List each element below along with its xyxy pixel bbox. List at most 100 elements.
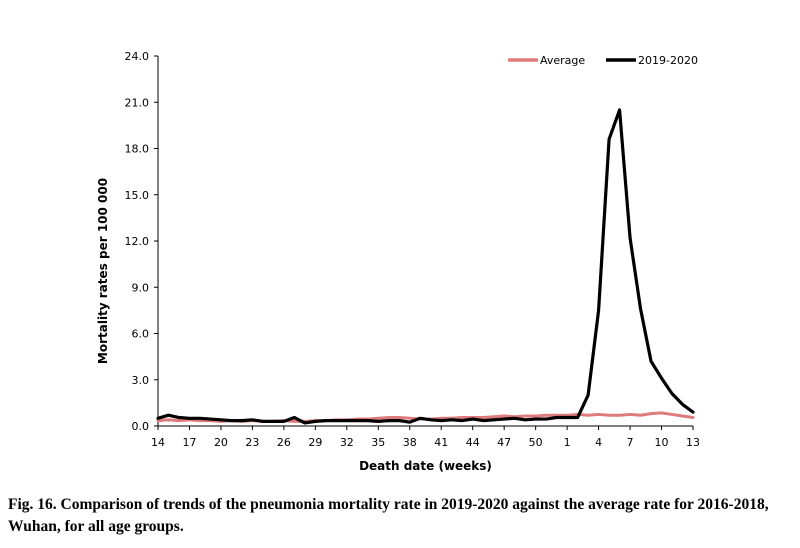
data-point-average — [502, 414, 506, 418]
data-point-average — [691, 416, 695, 419]
x-tick-label: 47 — [497, 436, 511, 449]
data-point-2019-2020 — [251, 418, 254, 422]
data-point-average — [177, 419, 181, 422]
data-point-2019-2020 — [198, 416, 202, 420]
data-point-2019-2020 — [618, 108, 621, 112]
data-point-2019-2020 — [555, 416, 558, 419]
data-point-average — [156, 419, 160, 422]
data-point-2019-2020 — [376, 420, 380, 423]
data-point-2019-2020 — [261, 420, 265, 423]
data-point-2019-2020 — [429, 418, 433, 422]
x-tick-label: 44 — [466, 436, 480, 449]
data-point-2019-2020 — [681, 403, 684, 406]
data-point-2019-2020 — [691, 410, 695, 414]
data-point-average — [481, 416, 485, 419]
data-point-average — [492, 415, 495, 419]
data-point-2019-2020 — [282, 420, 286, 423]
data-point-2019-2020 — [523, 418, 527, 422]
data-point-average — [198, 419, 202, 422]
y-tick-label: 18.0 — [125, 143, 150, 156]
data-point-2019-2020 — [639, 307, 642, 311]
x-tick-label: 17 — [182, 436, 196, 449]
legend-label-2019-2020: 2019-2020 — [638, 54, 698, 67]
y-tick-label: 9.0 — [132, 281, 150, 294]
data-point-average — [397, 416, 401, 419]
data-point-average — [670, 413, 674, 416]
y-tick-label: 3.0 — [132, 374, 150, 387]
y-tick-label: 24.0 — [125, 50, 150, 63]
data-point-2019-2020 — [471, 417, 475, 421]
data-point-2019-2020 — [366, 419, 370, 422]
data-point-average — [607, 413, 611, 417]
data-point-2019-2020 — [576, 416, 579, 419]
data-point-2019-2020 — [586, 393, 590, 397]
x-tick-label: 10 — [655, 436, 669, 449]
x-tick-label: 38 — [403, 436, 417, 449]
data-point-2019-2020 — [597, 309, 600, 312]
y-tick-label: 12.0 — [125, 235, 150, 248]
x-tick-label: 50 — [529, 436, 543, 449]
x-tick-label: 1 — [564, 436, 571, 449]
data-point-2019-2020 — [670, 392, 674, 395]
data-point-2019-2020 — [156, 416, 160, 420]
y-tick-label: 6.0 — [132, 328, 150, 341]
x-tick-label: 14 — [151, 436, 165, 449]
data-point-2019-2020 — [502, 417, 506, 421]
data-point-2019-2020 — [513, 416, 516, 420]
data-point-2019-2020 — [492, 418, 495, 422]
x-tick-label: 32 — [340, 436, 354, 449]
data-point-2019-2020 — [177, 416, 181, 419]
x-tick-label: 7 — [627, 436, 634, 449]
data-point-2019-2020 — [649, 359, 653, 363]
data-point-2019-2020 — [345, 419, 349, 422]
x-tick-label: 26 — [277, 436, 291, 449]
x-axis-title: Death date (weeks) — [359, 459, 492, 473]
data-point-average — [597, 413, 600, 416]
y-tick-label: 0.0 — [132, 420, 150, 433]
data-point-2019-2020 — [272, 420, 275, 423]
x-tick-label: 29 — [308, 436, 322, 449]
data-point-2019-2020 — [628, 236, 632, 240]
data-point-average — [523, 414, 527, 418]
x-tick-label: 20 — [214, 436, 228, 449]
data-point-average — [293, 420, 296, 423]
data-point-average — [660, 411, 663, 415]
data-point-average — [167, 418, 170, 422]
series-line-2019-2020 — [156, 108, 695, 425]
data-point-2019-2020 — [303, 421, 307, 425]
data-point-average — [681, 414, 684, 418]
data-point-2019-2020 — [418, 416, 422, 420]
y-tick-label: 21.0 — [125, 96, 150, 109]
x-tick-label: 23 — [245, 436, 259, 449]
data-point-average — [618, 413, 621, 417]
data-point-2019-2020 — [230, 419, 233, 422]
data-point-2019-2020 — [219, 418, 223, 422]
data-point-2019-2020 — [314, 420, 317, 423]
data-point-2019-2020 — [607, 137, 611, 141]
data-point-average — [649, 412, 653, 415]
data-point-2019-2020 — [397, 419, 401, 422]
data-point-2019-2020 — [335, 419, 338, 422]
data-point-2019-2020 — [481, 419, 485, 422]
data-point-2019-2020 — [544, 417, 548, 421]
data-point-average — [408, 416, 412, 420]
legend-label-average: Average — [540, 54, 585, 67]
data-point-average — [555, 413, 558, 417]
y-axis-title: Mortality rates per 100 000 — [96, 178, 110, 364]
data-point-average — [376, 416, 380, 420]
mortality-line-chart: 0.03.06.09.012.015.018.021.024.014 17 20 23… — [96, 50, 700, 473]
data-point-average — [565, 413, 569, 417]
data-point-2019-2020 — [240, 419, 244, 422]
x-tick-label: 41 — [434, 436, 448, 449]
data-point-2019-2020 — [167, 413, 170, 417]
data-point-average — [639, 413, 642, 417]
data-point-average — [439, 416, 443, 420]
data-point-2019-2020 — [460, 419, 464, 422]
data-point-2019-2020 — [408, 420, 412, 424]
data-point-2019-2020 — [565, 416, 569, 419]
data-point-2019-2020 — [356, 419, 359, 422]
data-point-2019-2020 — [534, 417, 537, 421]
data-point-average — [544, 413, 548, 417]
x-tick-label: 13 — [686, 436, 700, 449]
